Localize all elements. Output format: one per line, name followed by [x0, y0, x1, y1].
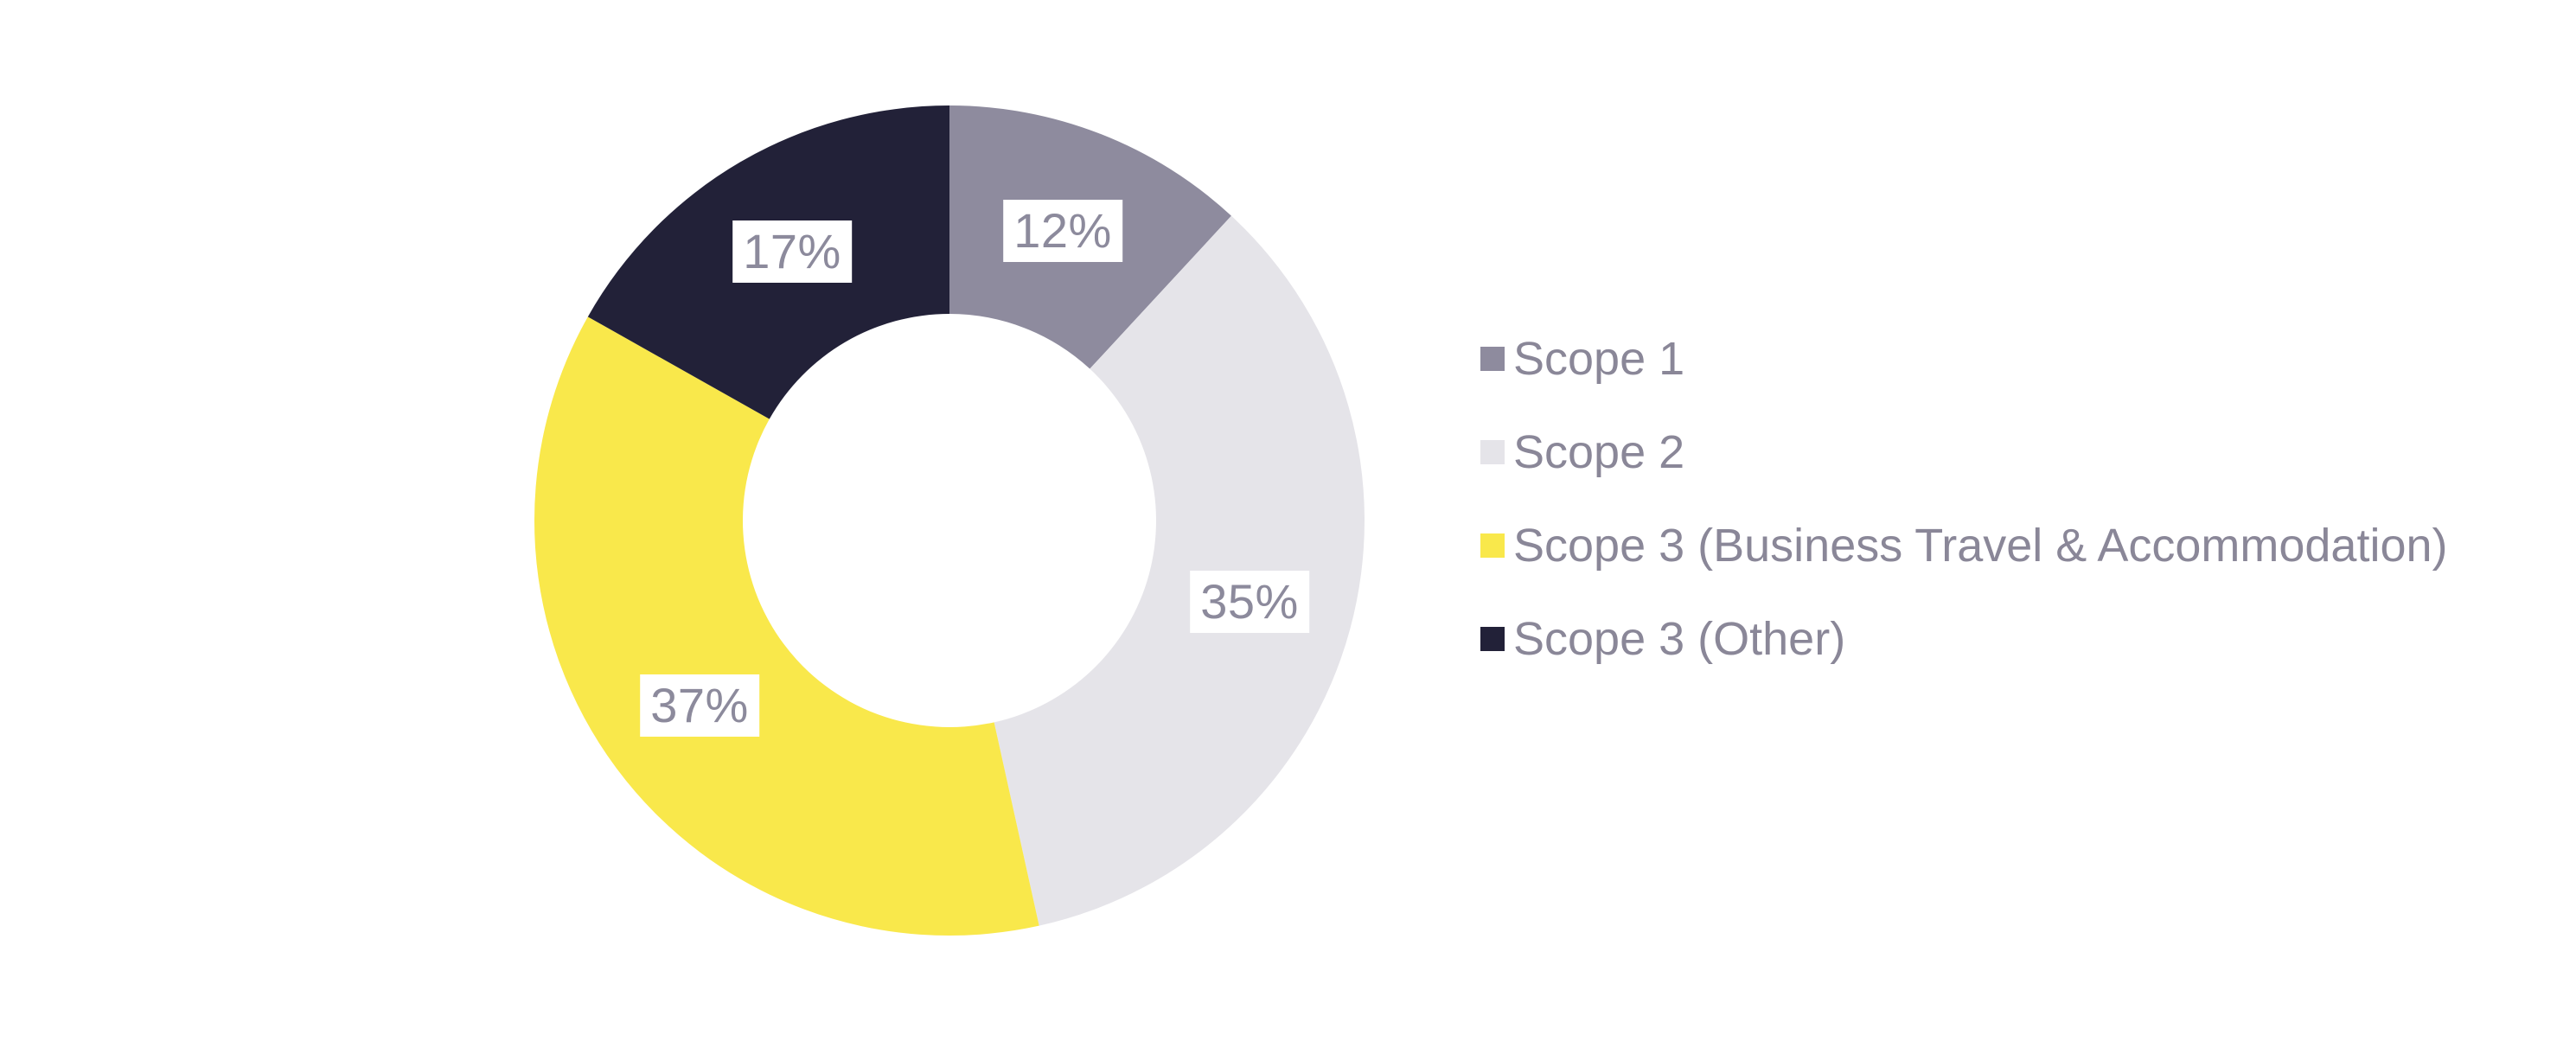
pie-slice-scope-2[interactable] [994, 215, 1365, 926]
legend-item-scope-3-business-travel-accommodation[interactable]: Scope 3 (Business Travel & Accommodation… [1480, 515, 2448, 576]
legend-swatch-scope-2 [1480, 440, 1505, 464]
legend-label: Scope 3 (Other) [1513, 613, 1846, 665]
chart-legend: Scope 1 Scope 2 Scope 3 (Business Travel &… [1480, 329, 2448, 669]
legend-label: Scope 2 [1513, 426, 1685, 478]
legend-swatch-scope-3-other [1480, 627, 1505, 651]
legend-swatch-scope-1 [1480, 347, 1505, 371]
legend-label: Scope 3 (Business Travel & Accommodation… [1513, 520, 2448, 572]
legend-swatch-scope-3-business-travel-accommodation [1480, 533, 1505, 558]
legend-item-scope-3-other[interactable]: Scope 3 (Other) [1480, 609, 2448, 669]
legend-label: Scope 1 [1513, 333, 1685, 385]
pie-slice-scope-3-business-travel-accommodation[interactable] [534, 316, 1039, 936]
legend-item-scope-2[interactable]: Scope 2 [1480, 422, 2448, 482]
legend-item-scope-1[interactable]: Scope 1 [1480, 329, 2448, 389]
